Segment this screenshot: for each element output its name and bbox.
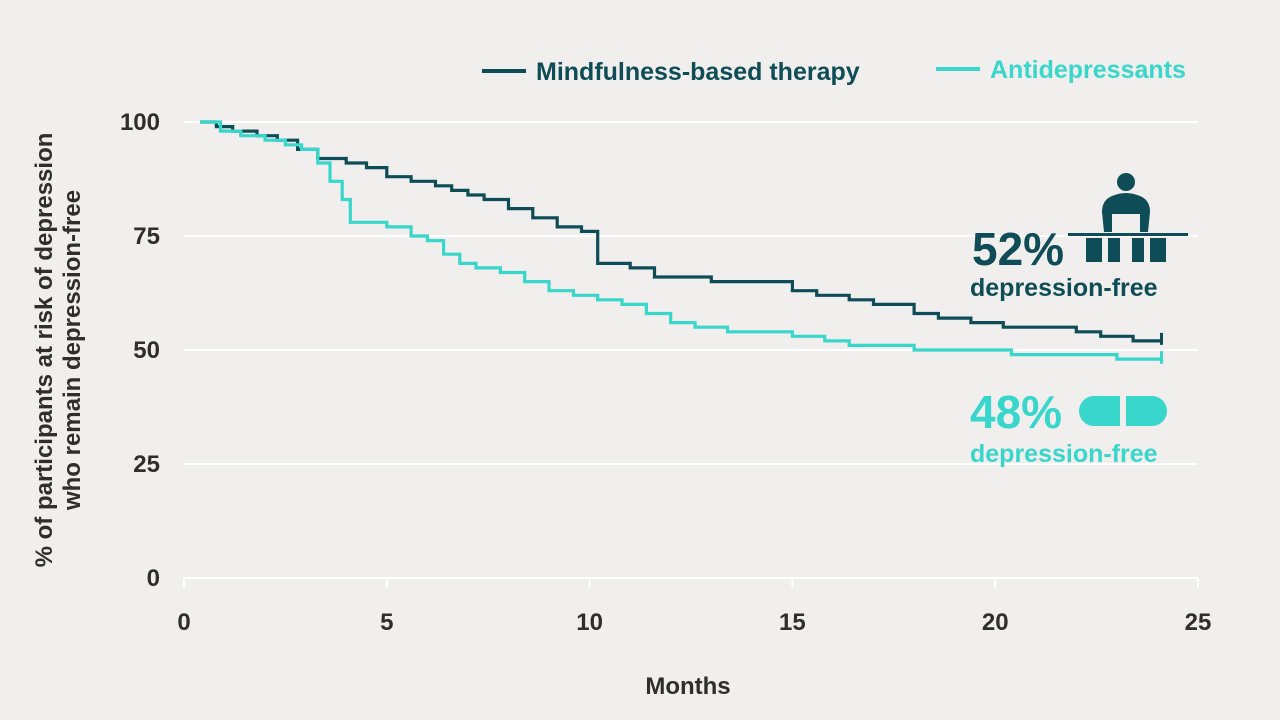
x-tick-label-20: 20 [982, 609, 1009, 636]
series-layer [200, 120, 1164, 364]
x-tick-label-10: 10 [576, 609, 603, 636]
callout-mindfulness-label: depression-free [970, 274, 1158, 302]
y-tick-label-100: 100 [120, 109, 160, 136]
y-axis-title: % of participants at risk of depression … [31, 133, 86, 568]
y-tick-label-0: 0 [147, 565, 160, 592]
callout-mindfulness-value: 52% [972, 223, 1064, 275]
meditating-person-icon [1068, 173, 1188, 262]
x-tick-label-25: 25 [1185, 609, 1212, 636]
y-tick-label-25: 25 [133, 451, 160, 478]
x-axis-title: Months [645, 673, 730, 700]
y-axis-title-line-1: % of participants at risk of depression [31, 133, 58, 568]
callout-antidepressants-label: depression-free [970, 440, 1158, 468]
callout-mindfulness: 52% depression-free [970, 173, 1188, 302]
x-tick-label-5: 5 [380, 609, 393, 636]
x-tick-labels: 0 5 10 15 20 25 [177, 578, 1211, 636]
x-tick-label-0: 0 [177, 609, 190, 636]
series-line-antidepressants [200, 120, 1164, 364]
x-tick-label-15: 15 [779, 609, 806, 636]
legend-label-antidepressants: Antidepressants [990, 56, 1186, 84]
gridlines [184, 121, 1198, 579]
callout-antidepressants: 48% depression-free [970, 386, 1167, 468]
legend-label-mindfulness: Mindfulness-based therapy [536, 58, 860, 86]
y-tick-label-50: 50 [133, 337, 160, 364]
callout-antidepressants-value: 48% [970, 386, 1062, 438]
y-tick-label-75: 75 [133, 223, 160, 250]
y-tick-labels: 0 25 50 75 100 [120, 109, 160, 592]
legend: Mindfulness-based therapy Antidepressant… [482, 56, 1186, 86]
y-axis-title-line-2: who remain depression-free [59, 190, 86, 511]
pill-capsule-icon [1079, 396, 1167, 426]
